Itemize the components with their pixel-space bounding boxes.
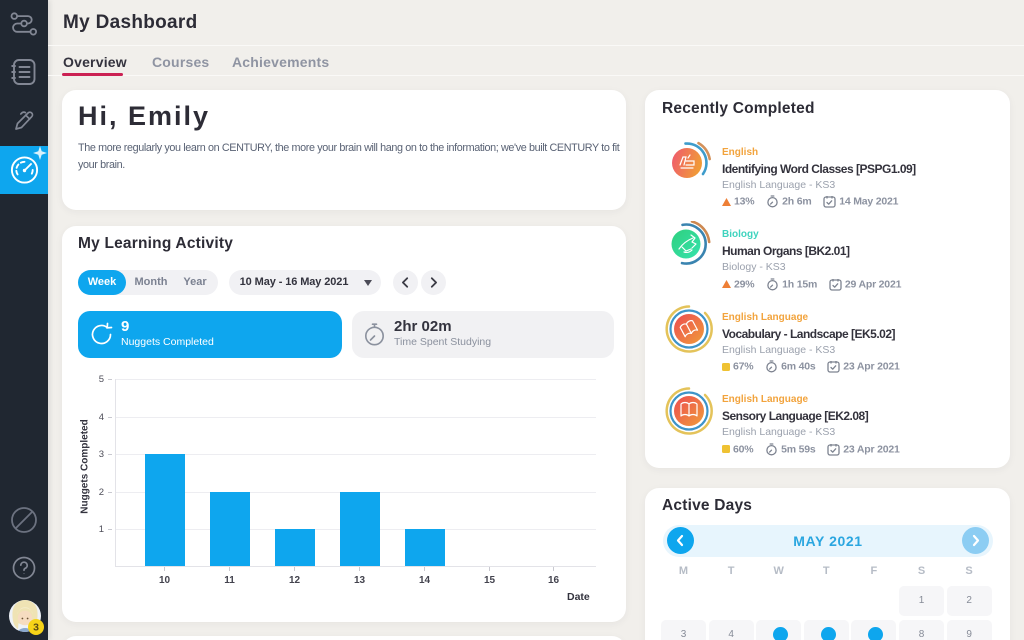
svg-text:3: 3 bbox=[33, 622, 39, 634]
